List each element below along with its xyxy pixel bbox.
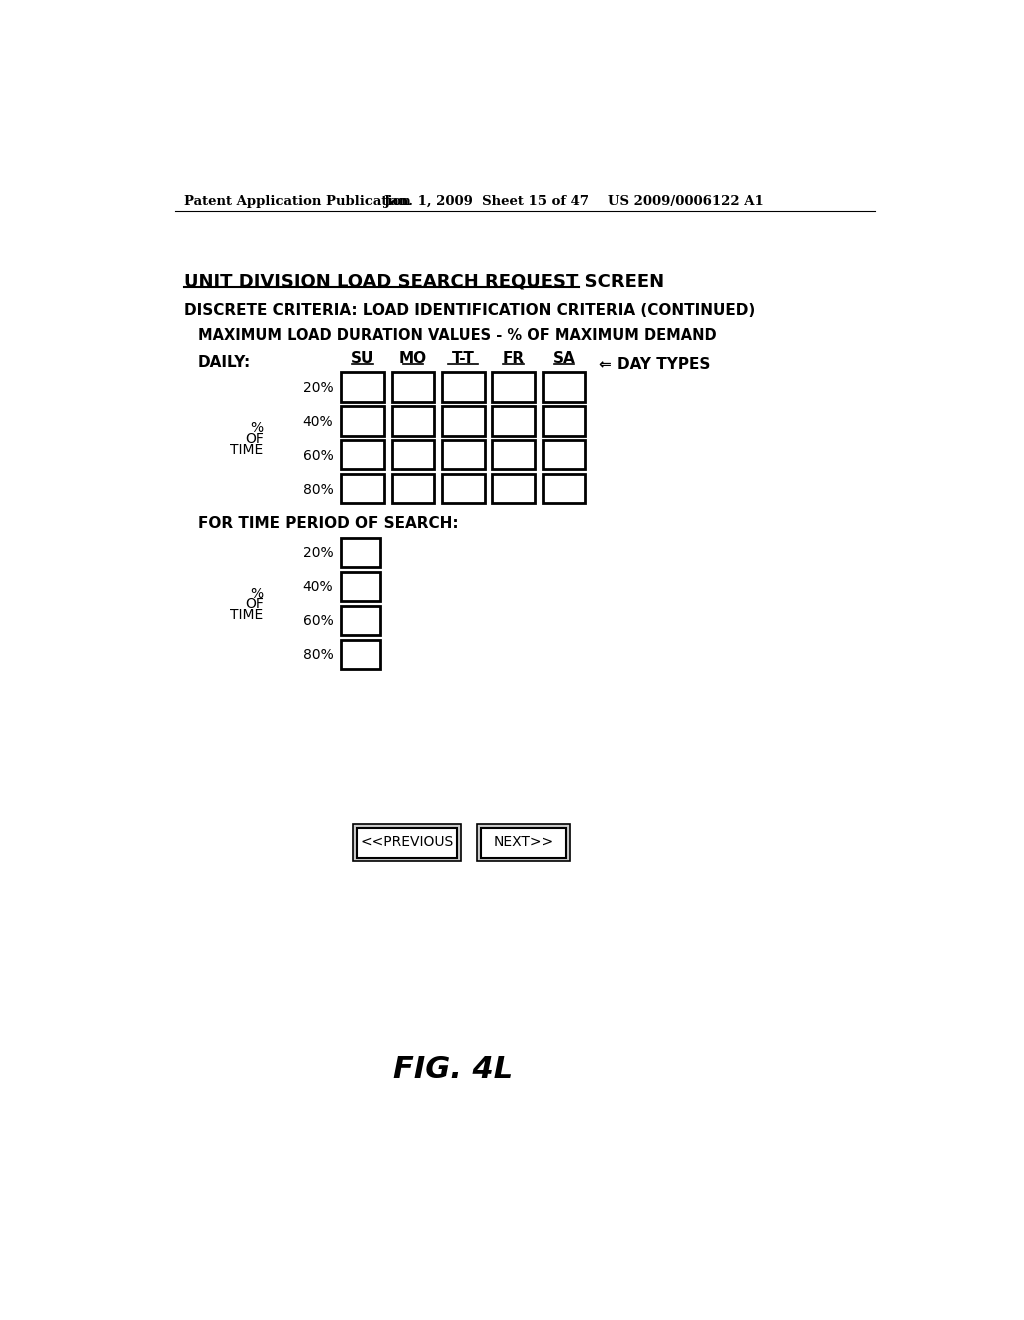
Text: 60%: 60% xyxy=(303,449,334,463)
Text: UNIT DIVISION LOAD SEARCH REQUEST SCREEN: UNIT DIVISION LOAD SEARCH REQUEST SCREEN xyxy=(183,272,664,290)
Bar xyxy=(480,829,566,858)
Text: DISCRETE CRITERIA: LOAD IDENTIFICATION CRITERIA (CONTINUED): DISCRETE CRITERIA: LOAD IDENTIFICATION C… xyxy=(183,304,755,318)
Bar xyxy=(341,640,380,669)
Bar xyxy=(442,441,484,470)
Text: FIG. 4L: FIG. 4L xyxy=(393,1056,514,1085)
Bar xyxy=(493,407,535,436)
Bar xyxy=(543,474,586,503)
Text: Patent Application Publication: Patent Application Publication xyxy=(183,195,411,209)
Bar xyxy=(391,372,434,401)
Text: 40%: 40% xyxy=(303,414,334,429)
Text: 20%: 20% xyxy=(303,546,334,561)
Text: Jan. 1, 2009  Sheet 15 of 47: Jan. 1, 2009 Sheet 15 of 47 xyxy=(384,195,589,209)
Text: 40%: 40% xyxy=(303,581,334,594)
Text: 60%: 60% xyxy=(303,614,334,628)
Text: SU: SU xyxy=(351,351,374,366)
Bar xyxy=(442,474,484,503)
Bar xyxy=(493,474,535,503)
Bar xyxy=(341,539,380,568)
Text: SA: SA xyxy=(553,351,575,366)
Text: %: % xyxy=(251,421,263,436)
Text: %: % xyxy=(251,586,263,601)
Bar xyxy=(543,372,586,401)
Text: MO: MO xyxy=(398,351,427,366)
Text: DAILY:: DAILY: xyxy=(198,355,251,370)
Bar xyxy=(442,407,484,436)
Text: NEXT>>: NEXT>> xyxy=(494,836,553,849)
Text: MAXIMUM LOAD DURATION VALUES - % OF MAXIMUM DEMAND: MAXIMUM LOAD DURATION VALUES - % OF MAXI… xyxy=(198,327,717,343)
Bar xyxy=(493,441,535,470)
Text: TIME: TIME xyxy=(230,442,263,457)
Bar xyxy=(341,372,384,401)
Bar xyxy=(391,474,434,503)
Text: 20%: 20% xyxy=(303,381,334,395)
Text: T-T: T-T xyxy=(452,351,475,366)
Bar xyxy=(442,372,484,401)
Bar xyxy=(477,825,569,862)
Bar xyxy=(341,407,384,436)
Text: ⇐ DAY TYPES: ⇐ DAY TYPES xyxy=(599,358,711,372)
Bar xyxy=(356,829,458,858)
Bar xyxy=(543,441,586,470)
Bar xyxy=(391,441,434,470)
Bar xyxy=(341,572,380,601)
Text: 80%: 80% xyxy=(303,648,334,663)
Text: US 2009/0006122 A1: US 2009/0006122 A1 xyxy=(608,195,764,209)
Text: <<PREVIOUS: <<PREVIOUS xyxy=(360,836,454,849)
Text: OF: OF xyxy=(245,598,263,611)
Bar xyxy=(341,474,384,503)
Bar xyxy=(341,606,380,635)
Bar xyxy=(391,407,434,436)
Bar xyxy=(543,407,586,436)
Text: FOR TIME PERIOD OF SEARCH:: FOR TIME PERIOD OF SEARCH: xyxy=(198,516,459,532)
Text: FR: FR xyxy=(503,351,524,366)
Text: OF: OF xyxy=(245,432,263,446)
Text: TIME: TIME xyxy=(230,609,263,622)
Bar xyxy=(352,825,461,862)
Bar xyxy=(493,372,535,401)
Text: 80%: 80% xyxy=(303,483,334,496)
Bar xyxy=(341,441,384,470)
